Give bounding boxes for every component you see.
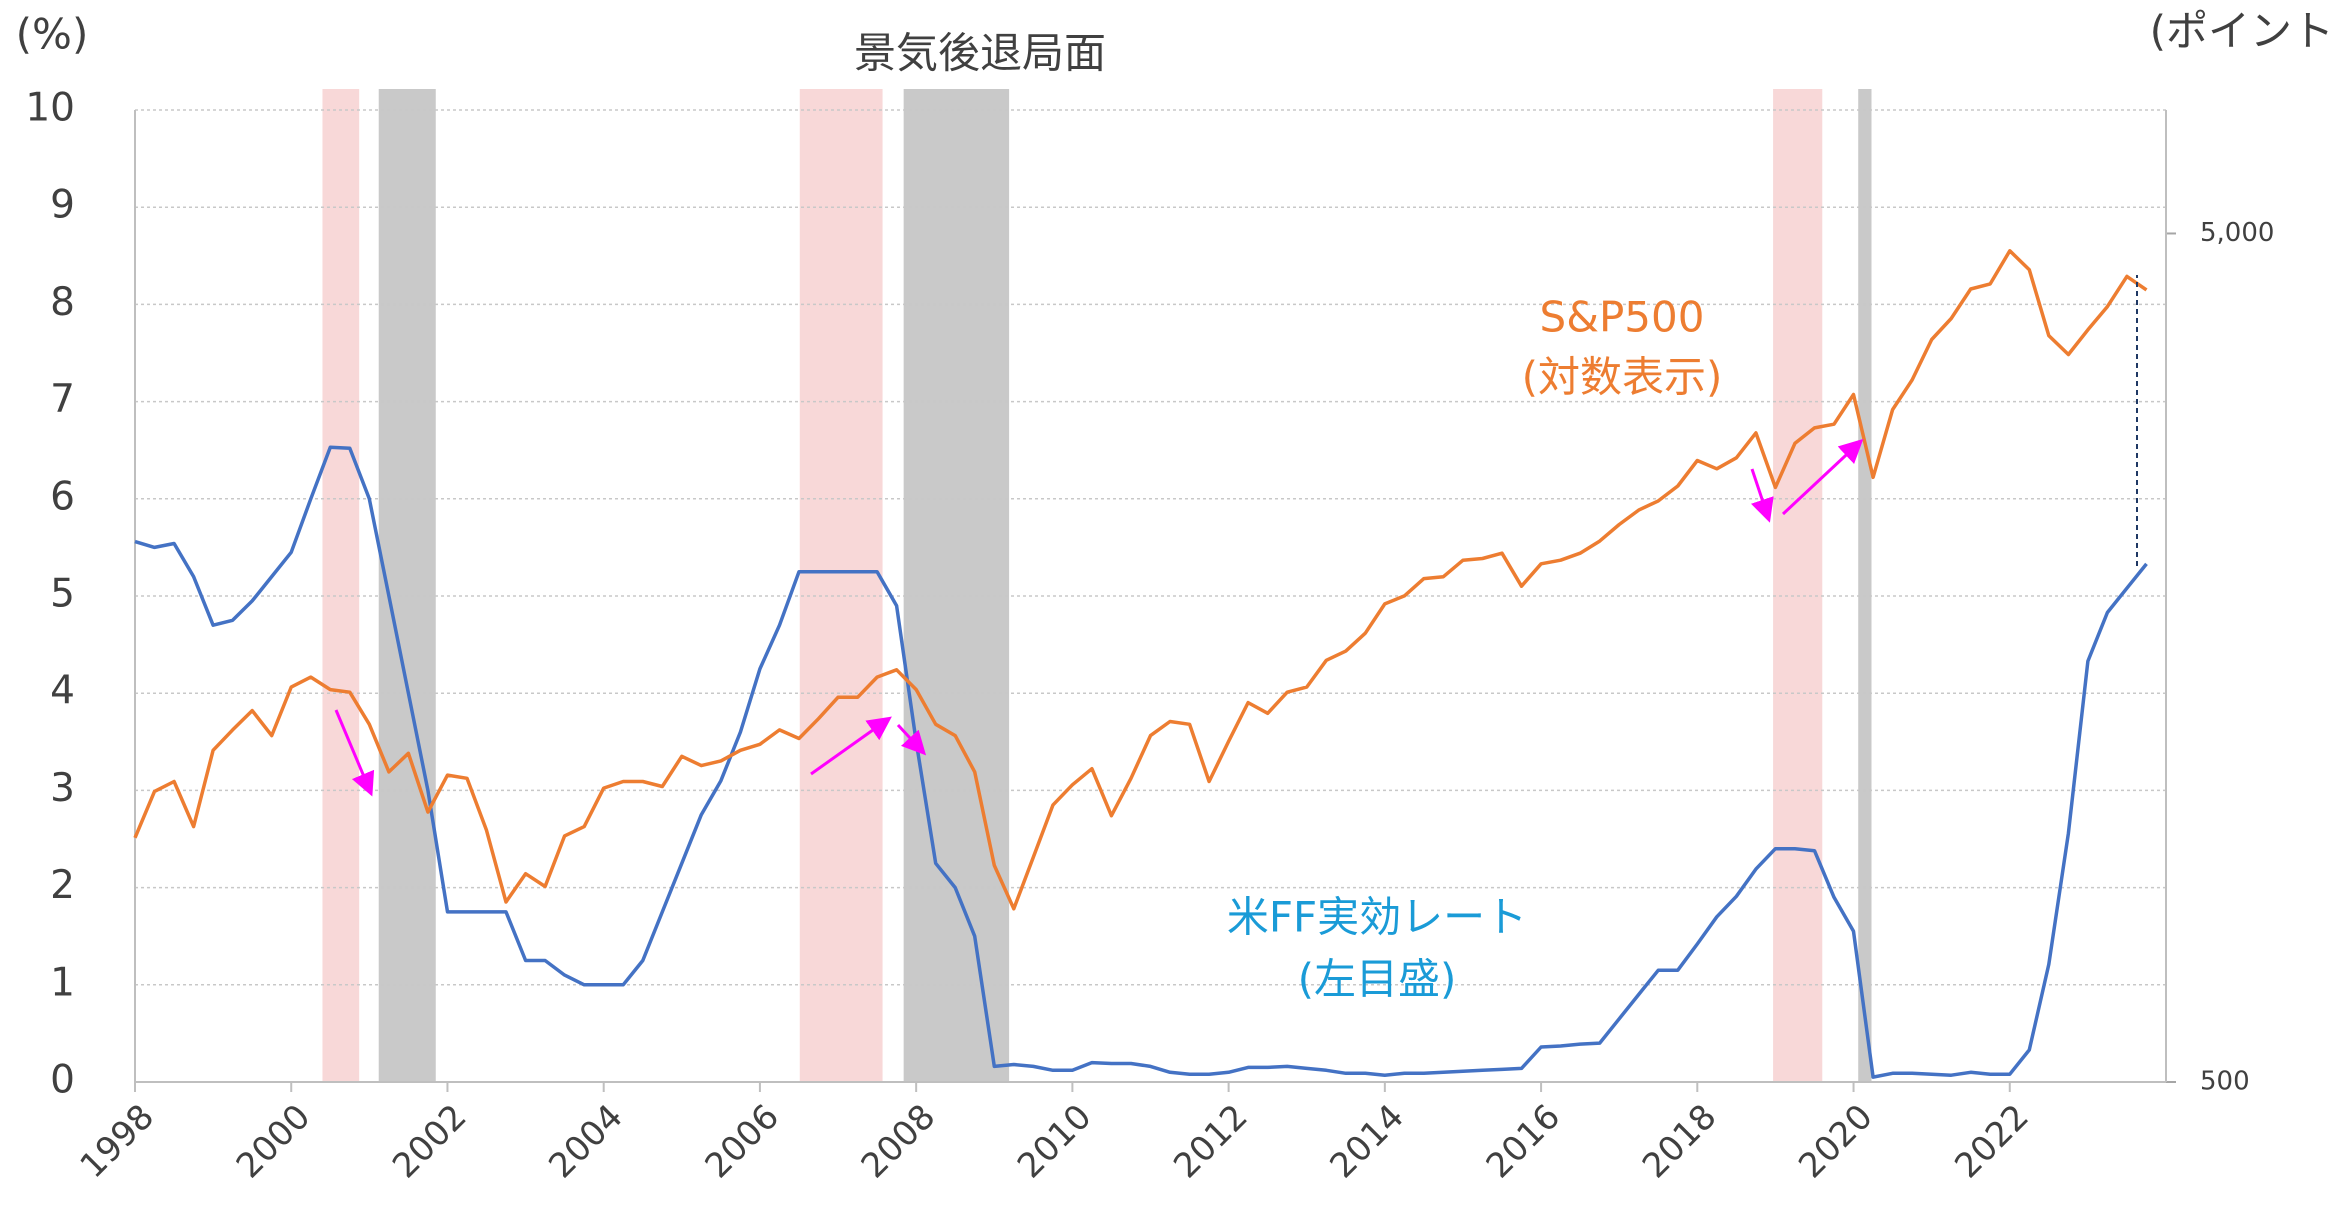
grid-layer: 0 1 2 3 4 5 6 7 8 9 10 500 5,000 1998 2000 2002 2004 2006… xyxy=(25,86,2274,1187)
x-tick-label: 1998 xyxy=(73,1097,162,1186)
x-tick-label: 2010 xyxy=(1010,1097,1099,1186)
shaded-period xyxy=(1858,89,1872,1082)
shaded-period xyxy=(903,89,1010,1082)
sp-label: S&P500 xyxy=(1540,293,1705,342)
sp-note: (対数表示) xyxy=(1522,353,1723,402)
right-unit: (ポイント) xyxy=(2150,7,2334,56)
arrow xyxy=(896,723,927,756)
x-tick-label: 2002 xyxy=(385,1097,474,1186)
y-tick-label: 0 xyxy=(50,1058,75,1103)
shaded-period xyxy=(799,89,883,1082)
y-tick-label: 3 xyxy=(50,766,75,811)
shaded-period xyxy=(322,89,360,1082)
x-tick-label: 2012 xyxy=(1166,1097,1255,1186)
x-tick-label: 2014 xyxy=(1322,1097,1411,1186)
x-tick-label: 2022 xyxy=(1947,1097,2036,1186)
y-tick-label: 4 xyxy=(50,669,75,714)
shading-label: 景気後退局面 xyxy=(854,29,1106,78)
left-unit: (%) xyxy=(16,10,89,59)
shading-layer xyxy=(322,89,1872,1082)
y-tick-label: 8 xyxy=(50,280,75,325)
x-tick-label: 2006 xyxy=(698,1097,787,1186)
y-tick-label: 7 xyxy=(50,377,75,422)
y2-tick-label: 500 xyxy=(2200,1067,2250,1097)
x-tick-label: 2008 xyxy=(854,1097,943,1186)
x-tick-label: 2000 xyxy=(229,1097,318,1186)
arrows xyxy=(334,438,1864,797)
arrow xyxy=(1781,438,1864,516)
x-tick-label: 2020 xyxy=(1791,1097,1880,1186)
series-layer xyxy=(133,249,2148,1079)
y-tick-label: 5 xyxy=(50,572,75,617)
series-line xyxy=(134,445,2148,1079)
y-tick-label: 10 xyxy=(25,86,75,131)
arrow xyxy=(334,709,375,797)
y-tick-label: 2 xyxy=(50,863,75,908)
x-tick-label: 2016 xyxy=(1479,1097,1568,1186)
y-tick-label: 1 xyxy=(50,960,75,1005)
series-line xyxy=(133,249,2148,911)
arrow xyxy=(810,716,892,776)
x-tick-label: 2004 xyxy=(541,1097,630,1186)
x-tick-label: 2018 xyxy=(1635,1097,1724,1186)
ff-note: (左目盛) xyxy=(1298,955,1457,1004)
shaded-period xyxy=(1773,89,1823,1082)
y-tick-label: 6 xyxy=(50,474,75,519)
y-tick-label: 9 xyxy=(50,183,75,228)
y2-tick-label: 5,000 xyxy=(2200,218,2274,248)
ff-label: 米FF実効レート xyxy=(1227,893,1527,942)
arrow xyxy=(1750,468,1774,523)
